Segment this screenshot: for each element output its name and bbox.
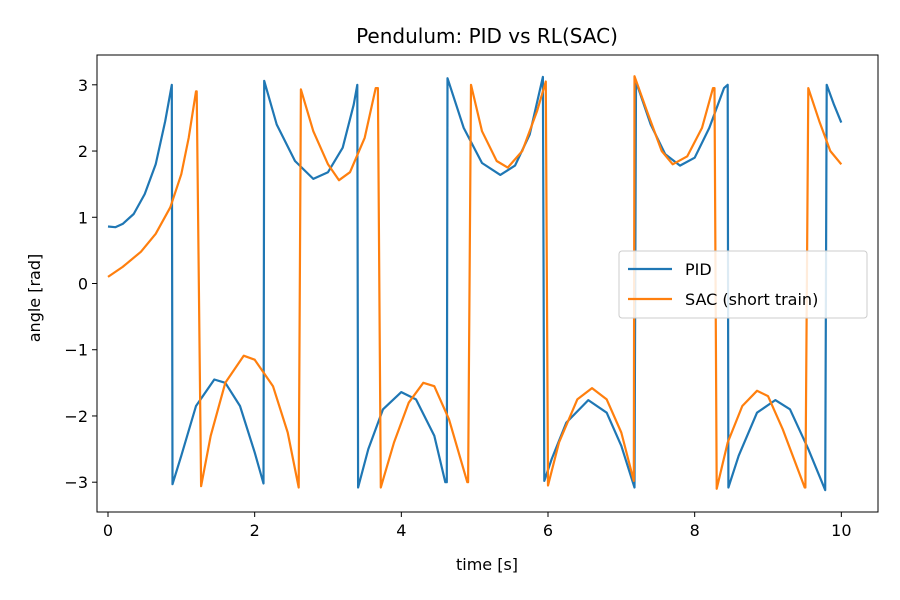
y-tick-label: −1: [64, 341, 88, 360]
x-tick-label: 2: [250, 521, 260, 540]
legend-label-0: PID: [685, 260, 712, 279]
y-tick-label: −2: [64, 407, 88, 426]
y-tick-label: 1: [78, 208, 88, 227]
x-axis-label: time [s]: [456, 555, 518, 574]
x-tick-label: 8: [690, 521, 700, 540]
legend-label-1: SAC (short train): [685, 290, 818, 309]
legend: PID SAC (short train): [618, 250, 868, 319]
x-tick-label: 6: [543, 521, 553, 540]
x-axis: 0 2 4 6 8 10: [103, 512, 852, 540]
chart-title: Pendulum: PID vs RL(SAC): [356, 24, 618, 48]
series-line-0: [107, 75, 843, 492]
y-tick-label: 0: [78, 275, 88, 294]
legend-box: [618, 250, 868, 319]
y-axis: 3 2 1 0 −1 −2 −3: [64, 76, 97, 492]
x-tick-label: 4: [396, 521, 406, 540]
y-tick-label: 3: [78, 76, 88, 95]
series-line-1: [107, 75, 843, 490]
y-tick-label: −3: [64, 473, 88, 492]
x-tick-label: 10: [831, 521, 851, 540]
x-tick-label: 0: [103, 521, 113, 540]
y-tick-label: 2: [78, 142, 88, 161]
y-axis-label: angle [rad]: [25, 254, 44, 343]
